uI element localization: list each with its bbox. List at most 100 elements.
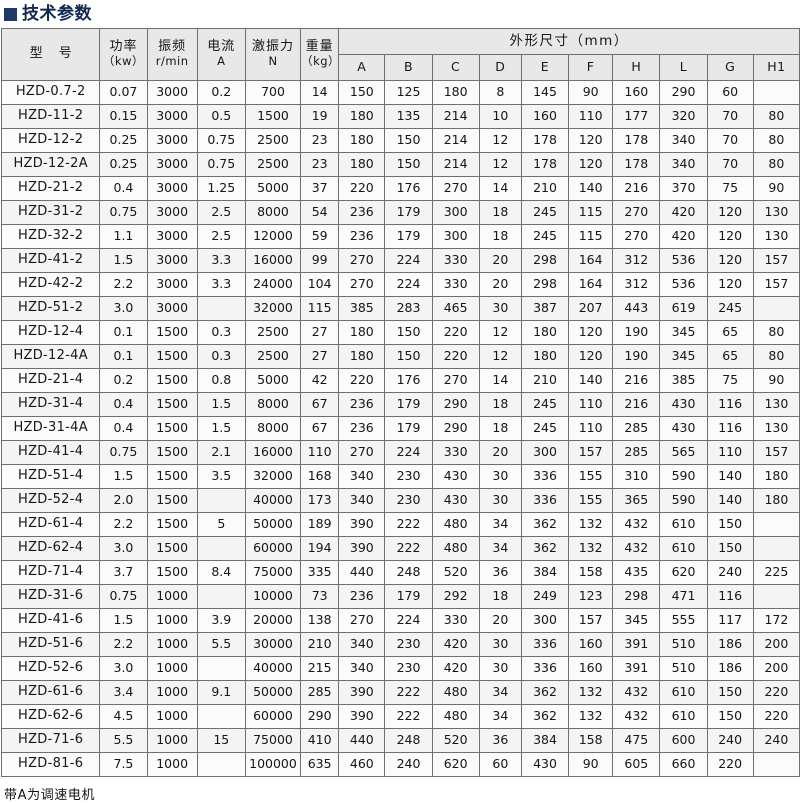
- cell-H: 190: [612, 320, 661, 345]
- cell-current: 2.1: [196, 440, 246, 465]
- cell-L: 345: [659, 344, 708, 369]
- cell-G: 240: [706, 728, 754, 753]
- cell-power: 1.5: [99, 248, 148, 273]
- cell-C: 420: [431, 656, 480, 681]
- cell-exciting_force: 60000: [244, 536, 302, 561]
- cell-B: 179: [384, 224, 433, 249]
- cell-F: 115: [568, 224, 614, 249]
- cell-power: 1.5: [99, 608, 148, 633]
- cell-current: 8.4: [196, 560, 246, 585]
- cell-F: 110: [568, 104, 614, 129]
- cell-C: 480: [431, 536, 480, 561]
- cell-E: 245: [520, 224, 570, 249]
- cell-H1: 80: [752, 152, 801, 177]
- cell-exciting_force: 8000: [244, 392, 302, 417]
- cell-A: 460: [338, 752, 386, 777]
- cell-current: 2.5: [196, 200, 246, 225]
- cell-exciting_force: 1500: [244, 104, 302, 129]
- cell-H1: 200: [752, 632, 801, 657]
- cell-F: 164: [568, 248, 614, 273]
- cell-power: 0.1: [99, 344, 148, 369]
- cell-exciting_force: 16000: [244, 440, 302, 465]
- cell-exciting_force: 20000: [244, 608, 302, 633]
- cell-power: 1.5: [99, 464, 148, 489]
- cell-model: HZD-51-6: [0, 632, 101, 657]
- table-row: HZD-21-4 0.2 1500 0.8 5000 42 220 176 270 14 210 14…: [0, 368, 801, 393]
- cell-current: [196, 704, 246, 729]
- cell-exciting_force: 8000: [244, 416, 302, 441]
- cell-G: 120: [706, 272, 754, 297]
- cell-exciting_force: 12000: [244, 224, 302, 249]
- table-row: HZD-41-6 1.5 1000 3.9 20000 138 270 224 330 20 300…: [0, 608, 801, 633]
- cell-H1: 220: [752, 704, 801, 729]
- table-row: HZD-51-6 2.2 1000 5.5 30000 210 340 230 420 30 336…: [0, 632, 801, 657]
- cell-D: 34: [478, 704, 522, 729]
- cell-B: 222: [384, 704, 433, 729]
- cell-A: 180: [338, 104, 386, 129]
- cell-weight: 104: [300, 272, 340, 297]
- cell-model: HZD-11-2: [0, 104, 101, 129]
- cell-weight: 27: [300, 320, 340, 345]
- cell-B: 230: [384, 656, 433, 681]
- cell-weight: 410: [300, 728, 340, 753]
- cell-F: 110: [568, 416, 614, 441]
- cell-G: 116: [706, 416, 754, 441]
- cell-L: 555: [659, 608, 708, 633]
- cell-B: 150: [384, 152, 433, 177]
- cell-power: 2.0: [99, 488, 148, 513]
- cell-model: HZD-12-2A: [0, 152, 101, 177]
- cell-G: 75: [706, 176, 754, 201]
- cell-power: 2.2: [99, 632, 148, 657]
- cell-power: 3.0: [99, 656, 148, 681]
- header-dim-D: D: [478, 54, 522, 81]
- table-row: HZD-51-2 3.0 3000 32000 115 385 283 465 30 387 207…: [0, 296, 801, 321]
- cell-D: 10: [478, 104, 522, 129]
- cell-exciting_force: 40000: [244, 656, 302, 681]
- cell-exciting_force: 5000: [244, 368, 302, 393]
- cell-L: 610: [659, 512, 708, 537]
- cell-D: 8: [478, 80, 522, 105]
- cell-H: 443: [612, 296, 661, 321]
- cell-B: 222: [384, 680, 433, 705]
- cell-exciting_force: 100000: [244, 752, 302, 777]
- square-bullet-icon: [4, 8, 17, 21]
- cell-H1: 180: [752, 488, 801, 513]
- cell-frequency: 1500: [146, 368, 198, 393]
- header-dim-F: F: [568, 54, 614, 81]
- table-row: HZD-0.7-2 0.07 3000 0.2 700 14 150 125 180 8 145 90…: [0, 80, 801, 105]
- cell-C: 290: [431, 416, 480, 441]
- cell-F: 157: [568, 440, 614, 465]
- cell-weight: 285: [300, 680, 340, 705]
- cell-A: 236: [338, 224, 386, 249]
- cell-current: 0.75: [196, 152, 246, 177]
- cell-C: 270: [431, 368, 480, 393]
- cell-H1: 80: [752, 320, 801, 345]
- cell-C: 430: [431, 488, 480, 513]
- cell-model: HZD-51-4: [0, 464, 101, 489]
- cell-A: 180: [338, 152, 386, 177]
- cell-B: 224: [384, 272, 433, 297]
- header-exciting-force: 激振力 N: [244, 28, 302, 81]
- cell-H1: 157: [752, 272, 801, 297]
- cell-current: 15: [196, 728, 246, 753]
- table-row: HZD-52-6 3.0 1000 40000 215 340 230 420 30 336 160…: [0, 656, 801, 681]
- cell-frequency: 3000: [146, 224, 198, 249]
- cell-L: 620: [659, 560, 708, 585]
- cell-B: 230: [384, 632, 433, 657]
- cell-G: 120: [706, 200, 754, 225]
- cell-current: 1.5: [196, 416, 246, 441]
- cell-power: 0.4: [99, 416, 148, 441]
- cell-E: 362: [520, 704, 570, 729]
- cell-H1: 80: [752, 344, 801, 369]
- cell-F: 120: [568, 152, 614, 177]
- cell-L: 619: [659, 296, 708, 321]
- cell-H: 216: [612, 368, 661, 393]
- cell-exciting_force: 2500: [244, 344, 302, 369]
- cell-model: HZD-41-4: [0, 440, 101, 465]
- cell-F: 160: [568, 656, 614, 681]
- cell-B: 224: [384, 248, 433, 273]
- cell-D: 34: [478, 512, 522, 537]
- cell-L: 340: [659, 152, 708, 177]
- cell-frequency: 1500: [146, 344, 198, 369]
- cell-exciting_force: 50000: [244, 680, 302, 705]
